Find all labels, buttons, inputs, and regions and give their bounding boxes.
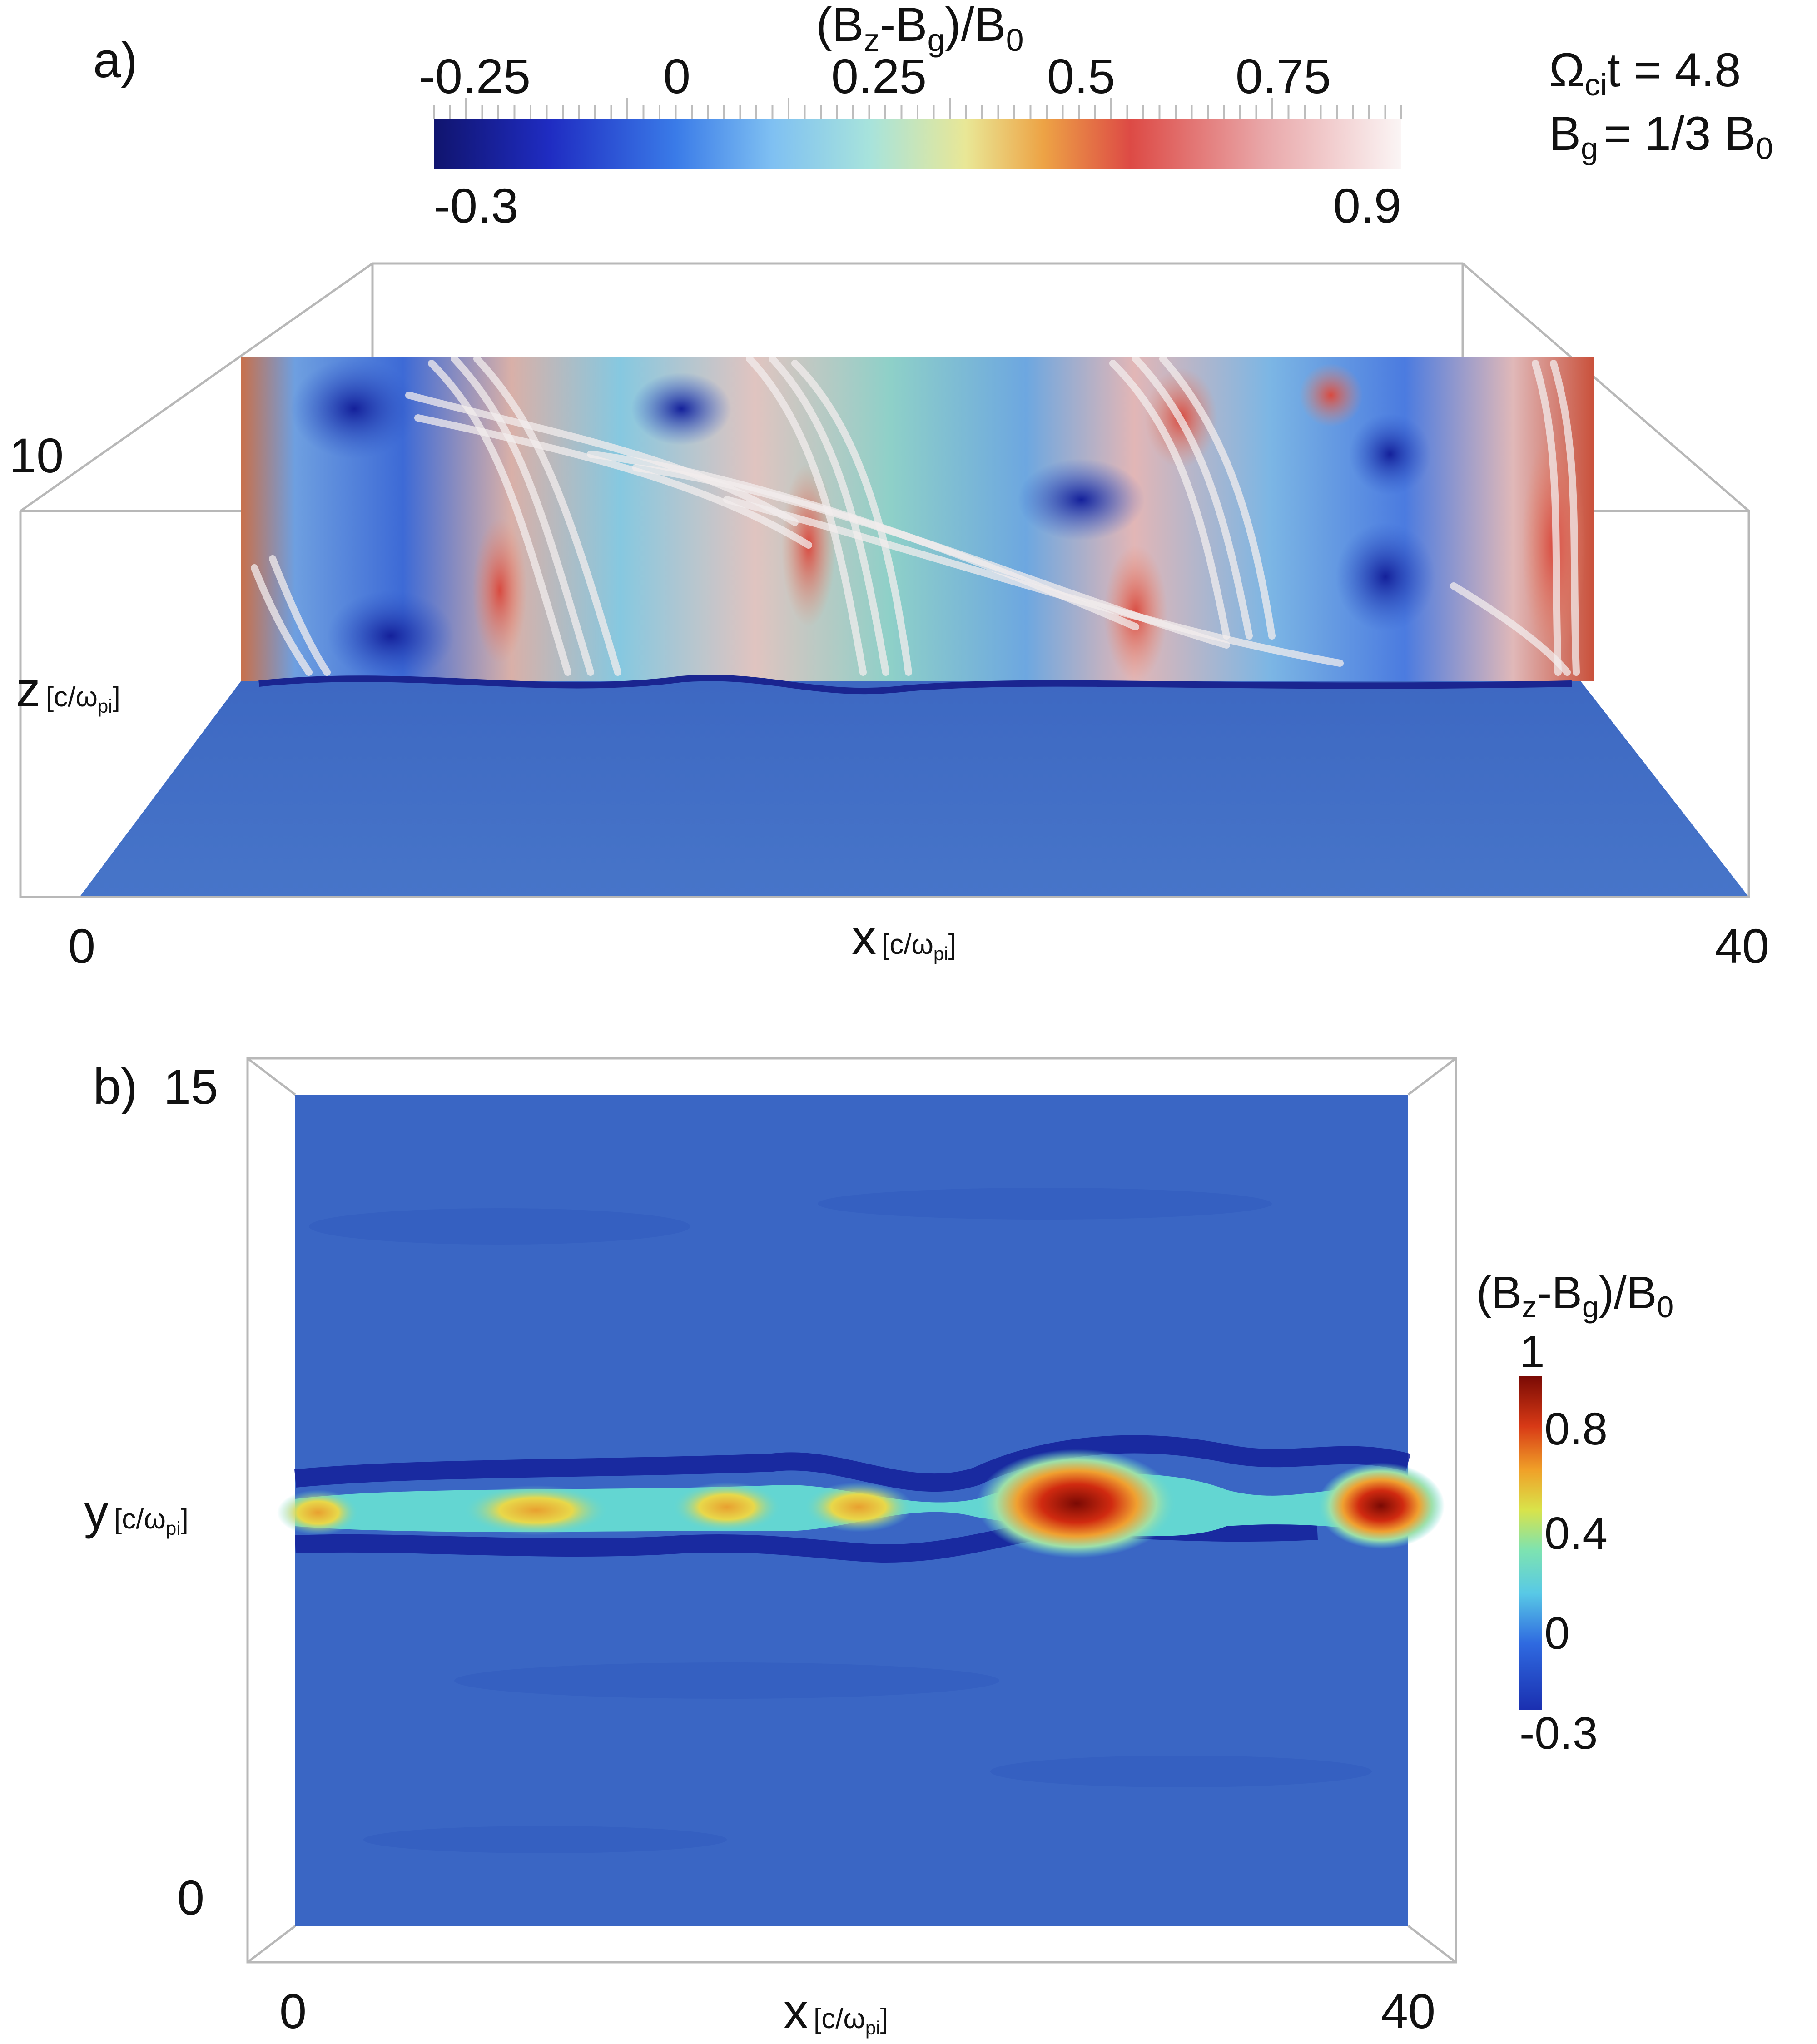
panel-b-label: b): [93, 1059, 138, 1115]
colorbar-a-tick-label: 0.25: [831, 49, 927, 104]
colorbar-b-top-label: 1: [1519, 1326, 1545, 1377]
y-tick-label-min: 0: [177, 1870, 204, 1925]
y-axis-label: y [c/ωpi]: [84, 1484, 189, 1539]
colorbar-a-tick-label: 0: [663, 49, 690, 104]
time-annotation: Ωcit = 4.8: [1549, 44, 1741, 102]
plasmoid: [1317, 1463, 1445, 1549]
x-tick-label-min: 0: [279, 1984, 307, 2039]
colorbar-b-gradient: [1519, 1376, 1542, 1710]
plasmoid: [672, 1482, 781, 1532]
box-b-outline: [246, 1057, 1457, 1964]
colorbar-a-min-label: -0.3: [434, 178, 518, 233]
panel-b: b) 15 0: [84, 1057, 1673, 2039]
colorbar-b-title: (Bz-Bg)/B0: [1476, 1267, 1673, 1324]
plasmoid: [463, 1485, 609, 1535]
colorbar-a-title: (Bz-Bg)/B0: [816, 0, 1023, 58]
z-axis-label: z [c/ωpi]: [16, 662, 120, 717]
x-tick-label-max: 40: [1381, 1984, 1435, 2039]
panel-a-label: a): [93, 32, 138, 88]
colorbar-b-tick-label: 0.8: [1544, 1404, 1608, 1454]
colorbar-a-tick-label: 0.75: [1236, 49, 1331, 104]
colorbar-b-min-label: -0.3: [1519, 1708, 1598, 1759]
colorbar-b: (Bz-Bg)/B0 1 0.8 0.4 0 -0.3: [1476, 1267, 1673, 1759]
x-tick-label-max: 40: [1715, 918, 1769, 973]
colorbar-a-tick-label: 0.5: [1047, 49, 1115, 104]
colorbar-a-max-label: 0.9: [1333, 178, 1401, 233]
plasmoid: [977, 1449, 1177, 1558]
colorbar-a-minor-ticks: [433, 98, 1402, 119]
field-map-b: [277, 1095, 1445, 1926]
colorbar-b-tick-label: 0: [1544, 1608, 1570, 1659]
y-tick-label-max: 15: [164, 1059, 218, 1114]
panel-a: a) (Bz-Bg)/B0 -0.25 0 0.25 0.5 0.75 -0.3…: [9, 0, 1773, 973]
colorbar-a: (Bz-Bg)/B0 -0.25 0 0.25 0.5 0.75 -0.3 0.…: [419, 0, 1402, 233]
xz-slice: [241, 357, 1594, 681]
x-axis-label: x [c/ωpi]: [852, 909, 956, 964]
plasmoid: [277, 1490, 359, 1535]
current-sheet-edge: [258, 675, 1572, 695]
colorbar-a-gradient: [434, 119, 1401, 169]
z-tick-label: 10: [9, 428, 64, 483]
xy-floor: [79, 681, 1749, 897]
colorbar-a-tick-label: -0.25: [419, 49, 531, 104]
x-tick-label-min: 0: [68, 918, 95, 973]
x-axis-label: x [c/ωpi]: [784, 1984, 888, 2039]
colorbar-b-tick-label: 0.4: [1544, 1508, 1608, 1559]
guide-field-annotation: Bg = 1/3 B0: [1549, 107, 1773, 166]
plasmoid: [804, 1482, 913, 1532]
